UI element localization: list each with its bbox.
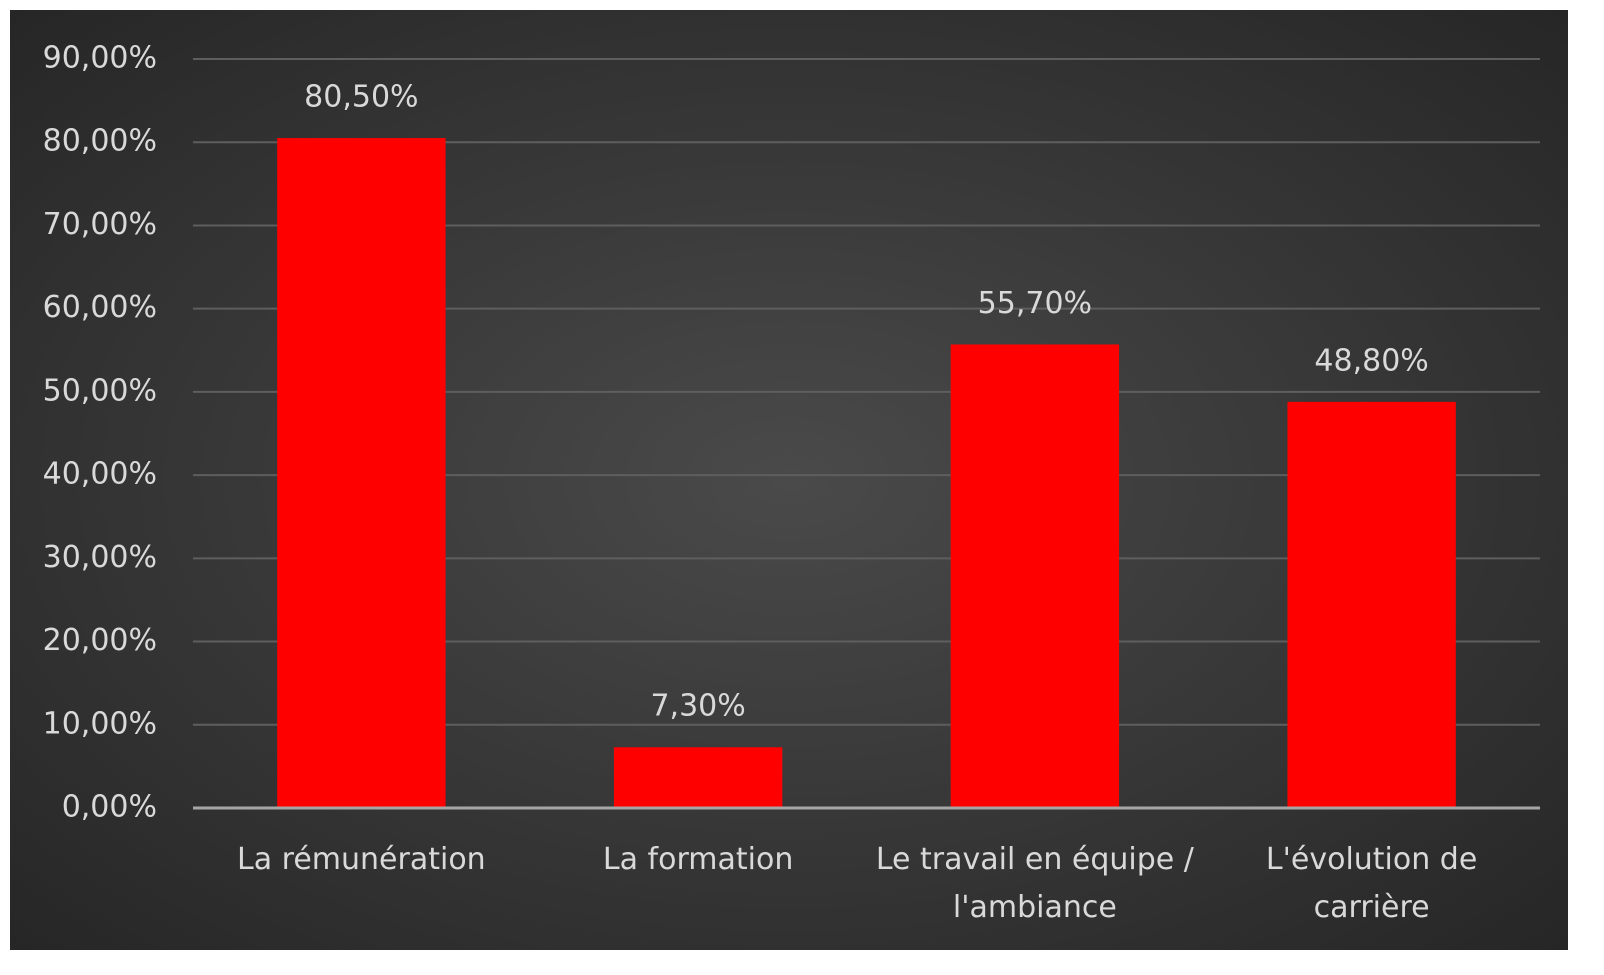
value-label: 80,50% <box>304 80 418 115</box>
y-tick-label: 80,00% <box>43 124 157 159</box>
x-tick-label: L'évolution de carrière <box>1265 842 1478 925</box>
bar <box>613 747 783 808</box>
x-tick-label: Le travail en équipe / l'ambiance <box>875 842 1194 925</box>
y-tick-label: 20,00% <box>43 623 157 658</box>
y-tick-label: 40,00% <box>43 457 157 492</box>
x-tick-label: La rémunération <box>237 842 486 877</box>
y-tick-label: 10,00% <box>43 706 157 741</box>
value-label: 7,30% <box>650 689 745 724</box>
y-tick-label: 30,00% <box>43 540 157 575</box>
y-tick-label: 50,00% <box>43 373 157 408</box>
bar <box>950 344 1120 808</box>
value-label: 48,80% <box>1314 343 1428 378</box>
y-tick-label: 90,00% <box>43 41 157 76</box>
y-tick-label: 60,00% <box>43 290 157 325</box>
bar <box>277 138 446 809</box>
bar <box>1287 401 1456 808</box>
y-tick-label: 70,00% <box>43 207 157 242</box>
y-tick-label: 0,00% <box>62 790 157 825</box>
value-label: 55,70% <box>978 286 1092 321</box>
x-tick-label: La formation <box>602 842 794 877</box>
